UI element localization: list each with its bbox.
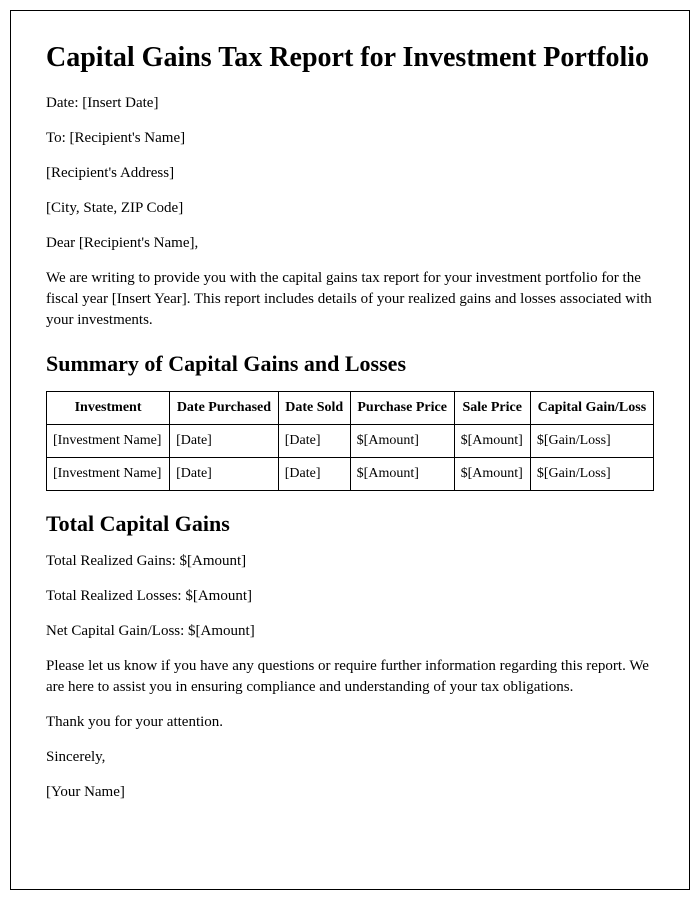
col-purchase-price: Purchase Price <box>350 391 454 424</box>
intro-paragraph: We are writing to provide you with the c… <box>46 268 654 331</box>
cell: [Date] <box>170 457 279 490</box>
signature-line: [Your Name] <box>46 782 654 803</box>
totals-heading: Total Capital Gains <box>46 511 654 537</box>
table-row: [Investment Name] [Date] [Date] $[Amount… <box>47 424 654 457</box>
address-line: [Recipient's Address] <box>46 163 654 184</box>
net-gain-loss: Net Capital Gain/Loss: $[Amount] <box>46 621 654 642</box>
document-title: Capital Gains Tax Report for Investment … <box>46 41 654 75</box>
outro-paragraph-1: Please let us know if you have any quest… <box>46 656 654 698</box>
col-gain-loss: Capital Gain/Loss <box>530 391 653 424</box>
col-sale-price: Sale Price <box>454 391 530 424</box>
total-gains: Total Realized Gains: $[Amount] <box>46 551 654 572</box>
col-date-sold: Date Sold <box>278 391 350 424</box>
cell: $[Amount] <box>350 424 454 457</box>
table-header-row: Investment Date Purchased Date Sold Purc… <box>47 391 654 424</box>
date-line: Date: [Insert Date] <box>46 93 654 114</box>
cell: $[Gain/Loss] <box>530 424 653 457</box>
total-losses: Total Realized Losses: $[Amount] <box>46 586 654 607</box>
col-investment: Investment <box>47 391 170 424</box>
cell: [Date] <box>278 424 350 457</box>
cell: [Investment Name] <box>47 457 170 490</box>
table-row: [Investment Name] [Date] [Date] $[Amount… <box>47 457 654 490</box>
gains-table: Investment Date Purchased Date Sold Purc… <box>46 391 654 491</box>
cell: [Date] <box>278 457 350 490</box>
to-line: To: [Recipient's Name] <box>46 128 654 149</box>
cell: [Date] <box>170 424 279 457</box>
cell: [Investment Name] <box>47 424 170 457</box>
cell: $[Amount] <box>454 424 530 457</box>
document-page: Capital Gains Tax Report for Investment … <box>10 10 690 890</box>
closing-line: Sincerely, <box>46 747 654 768</box>
salutation-line: Dear [Recipient's Name], <box>46 233 654 254</box>
cell: $[Amount] <box>350 457 454 490</box>
cell: $[Gain/Loss] <box>530 457 653 490</box>
cell: $[Amount] <box>454 457 530 490</box>
city-line: [City, State, ZIP Code] <box>46 198 654 219</box>
col-date-purchased: Date Purchased <box>170 391 279 424</box>
outro-paragraph-2: Thank you for your attention. <box>46 712 654 733</box>
summary-heading: Summary of Capital Gains and Losses <box>46 351 654 377</box>
